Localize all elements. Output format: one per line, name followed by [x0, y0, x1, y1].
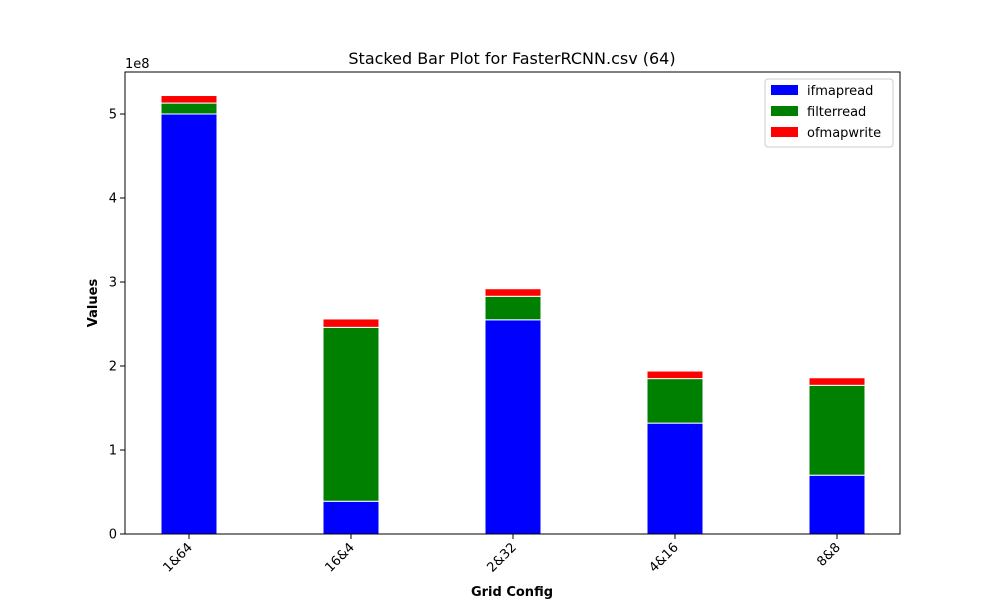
y-axis-offset-label: 1e8 [125, 57, 150, 72]
legend-label-ifmapread: ifmapread [807, 84, 873, 99]
x-tick-label: 4&16 [647, 540, 682, 575]
bar-filterread-16&4 [322, 326, 380, 502]
bar-filterread-4&16 [646, 378, 704, 424]
x-axis: 1&64 16&4 2&32 4&16 8&8 [161, 534, 844, 576]
bar-ofmapwrite-16&4 [322, 318, 380, 328]
legend-swatch-ofmapwrite [771, 127, 798, 137]
bar-ifmapread-2&32 [484, 319, 542, 535]
x-axis-title: Grid Config [471, 585, 553, 600]
legend: ifmapread filterread ofmapwrite [764, 78, 894, 148]
legend-label-ofmapwrite: ofmapwrite [807, 126, 881, 141]
bar-filterread-2&32 [484, 295, 542, 321]
legend-swatch-filterread [771, 106, 798, 116]
bar-ofmapwrite-4&16 [646, 370, 704, 380]
y-tick-label: 2 [109, 360, 117, 375]
y-axis-title: Values [86, 279, 101, 328]
bars-group [160, 95, 866, 535]
y-tick-label: 1 [109, 444, 117, 459]
x-tick-label: 2&32 [485, 540, 520, 575]
y-axis: 0 1 2 3 4 5 [109, 108, 125, 543]
legend-swatch-ifmapread [771, 85, 798, 95]
bar-ifmapread-8&8 [808, 474, 866, 535]
bar-ifmapread-16&4 [322, 500, 380, 535]
y-tick-label: 0 [109, 528, 117, 543]
y-tick-label: 5 [109, 108, 117, 123]
bar-ifmapread-1&64 [160, 113, 218, 535]
x-tick-label: 8&8 [814, 540, 843, 569]
bar-ofmapwrite-2&32 [484, 288, 542, 297]
bar-filterread-8&8 [808, 384, 866, 476]
bar-ifmapread-4&16 [646, 422, 704, 535]
bar-ofmapwrite-1&64 [160, 95, 218, 104]
x-tick-label: 16&4 [323, 540, 358, 575]
chart-title: Stacked Bar Plot for FasterRCNN.csv (64) [348, 49, 675, 68]
bar-filterread-1&64 [160, 102, 218, 115]
x-tick-label: 1&64 [161, 540, 196, 575]
bar-ofmapwrite-8&8 [808, 377, 866, 386]
legend-label-filterread: filterread [807, 105, 866, 120]
y-tick-label: 4 [109, 192, 117, 207]
y-tick-label: 3 [109, 276, 117, 291]
